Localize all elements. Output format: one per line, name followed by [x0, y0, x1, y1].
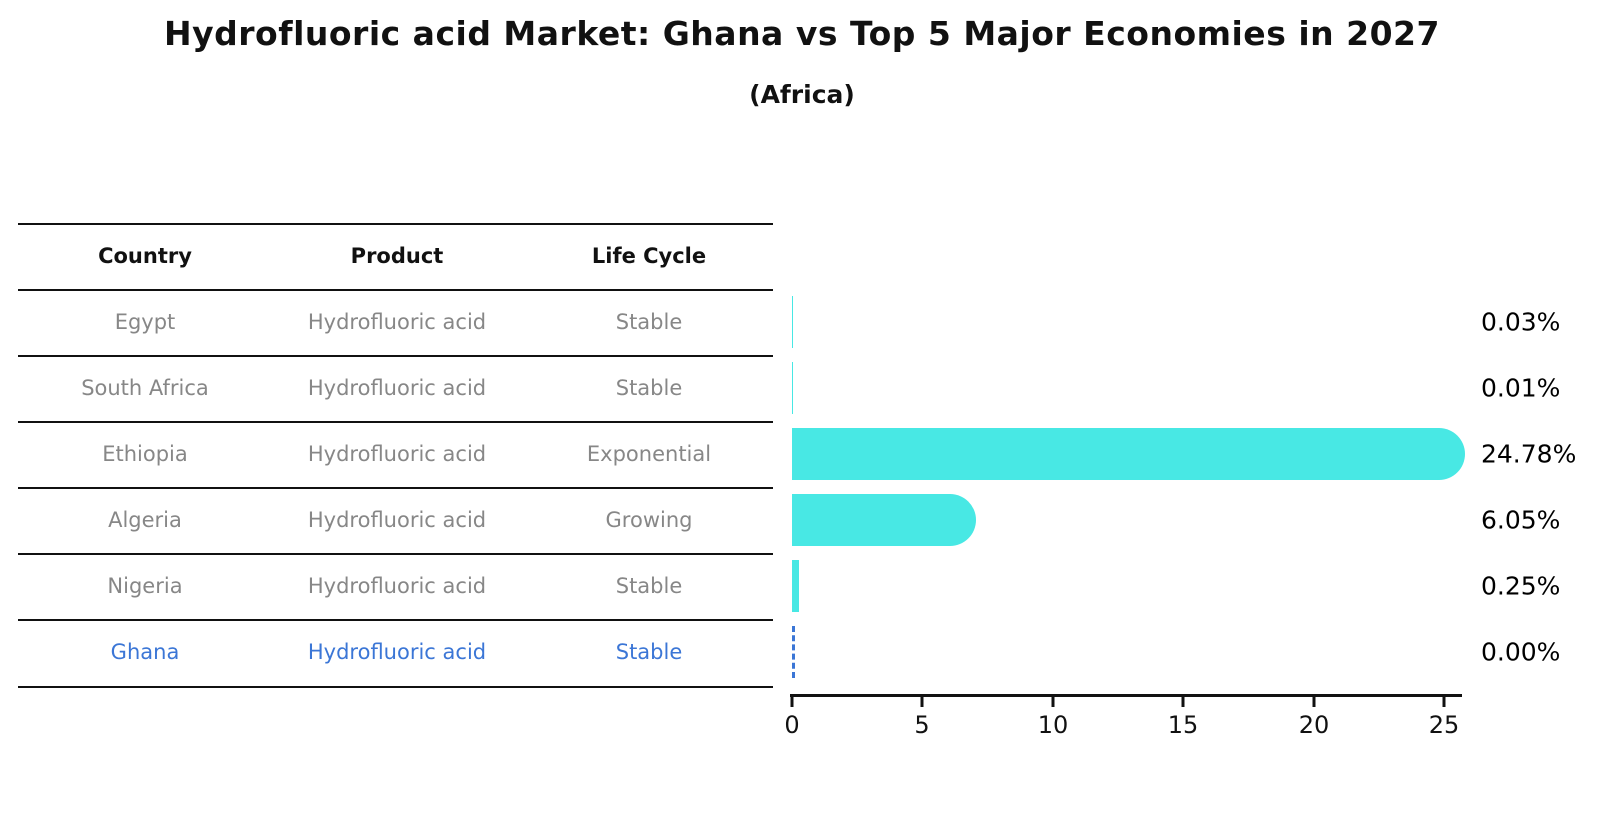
cell-country: Ethiopia: [102, 442, 188, 466]
table-rule: [18, 686, 773, 688]
value-label-algeria: 6.05%: [1481, 505, 1561, 535]
bar-egypt: [792, 296, 793, 348]
cell-product: Hydrofluoric acid: [307, 640, 487, 664]
x-tick-10: [1051, 697, 1055, 707]
x-tick-label-0: 0: [784, 711, 800, 739]
table-rule: [18, 487, 773, 489]
cell-country: Egypt: [114, 310, 176, 334]
chart-subtitle: (Africa): [749, 80, 855, 109]
bar-algeria: [792, 494, 976, 546]
x-tick-label-20: 20: [1298, 711, 1330, 739]
value-label-egypt: 0.03%: [1481, 307, 1561, 337]
table-rule: [18, 289, 773, 291]
table-rule: [18, 553, 773, 555]
chart-title: Hydrofluoric acid Market: Ghana vs Top 5…: [164, 14, 1440, 53]
bar-south-africa: [792, 362, 793, 414]
table-rule: [18, 421, 773, 423]
value-label-south-africa: 0.01%: [1481, 373, 1561, 403]
x-tick-25: [1442, 697, 1446, 707]
cell-product: Hydrofluoric acid: [307, 376, 487, 400]
table-rule: [18, 355, 773, 357]
cell-country: Nigeria: [107, 574, 183, 598]
cell-lifecycle: Stable: [615, 376, 683, 400]
x-tick-20: [1312, 697, 1316, 707]
cell-country: South Africa: [81, 376, 209, 400]
cell-product: Hydrofluoric acid: [307, 442, 487, 466]
x-tick-5: [920, 697, 924, 707]
cell-country: Algeria: [108, 508, 182, 532]
cell-country: Ghana: [110, 640, 180, 664]
col-header-lifecycle: Life Cycle: [591, 244, 707, 268]
x-tick-label-15: 15: [1167, 711, 1199, 739]
col-header-product: Product: [350, 244, 444, 268]
value-label-nigeria: 0.25%: [1481, 571, 1561, 601]
x-axis-line: [790, 694, 1462, 697]
value-label-ghana: 0.00%: [1481, 637, 1561, 667]
cell-product: Hydrofluoric acid: [307, 310, 487, 334]
cell-lifecycle: Exponential: [586, 442, 712, 466]
bar-ethiopia: [792, 428, 1465, 480]
x-tick-15: [1181, 697, 1185, 707]
cell-lifecycle: Stable: [615, 640, 683, 664]
cell-product: Hydrofluoric acid: [307, 574, 487, 598]
value-label-ethiopia: 24.78%: [1481, 439, 1577, 469]
x-tick-label-10: 10: [1037, 711, 1069, 739]
table-rule: [18, 223, 773, 225]
bar-nigeria: [792, 560, 799, 612]
cell-lifecycle: Growing: [605, 508, 693, 532]
table-rule: [18, 619, 773, 621]
cell-lifecycle: Stable: [615, 310, 683, 334]
x-tick-label-5: 5: [914, 711, 930, 739]
cell-lifecycle: Stable: [615, 574, 683, 598]
col-header-country: Country: [98, 244, 192, 268]
x-tick-0: [790, 697, 794, 707]
cell-product: Hydrofluoric acid: [307, 508, 487, 532]
x-tick-label-25: 25: [1428, 711, 1460, 739]
bar-ghana-zero: [792, 626, 795, 678]
